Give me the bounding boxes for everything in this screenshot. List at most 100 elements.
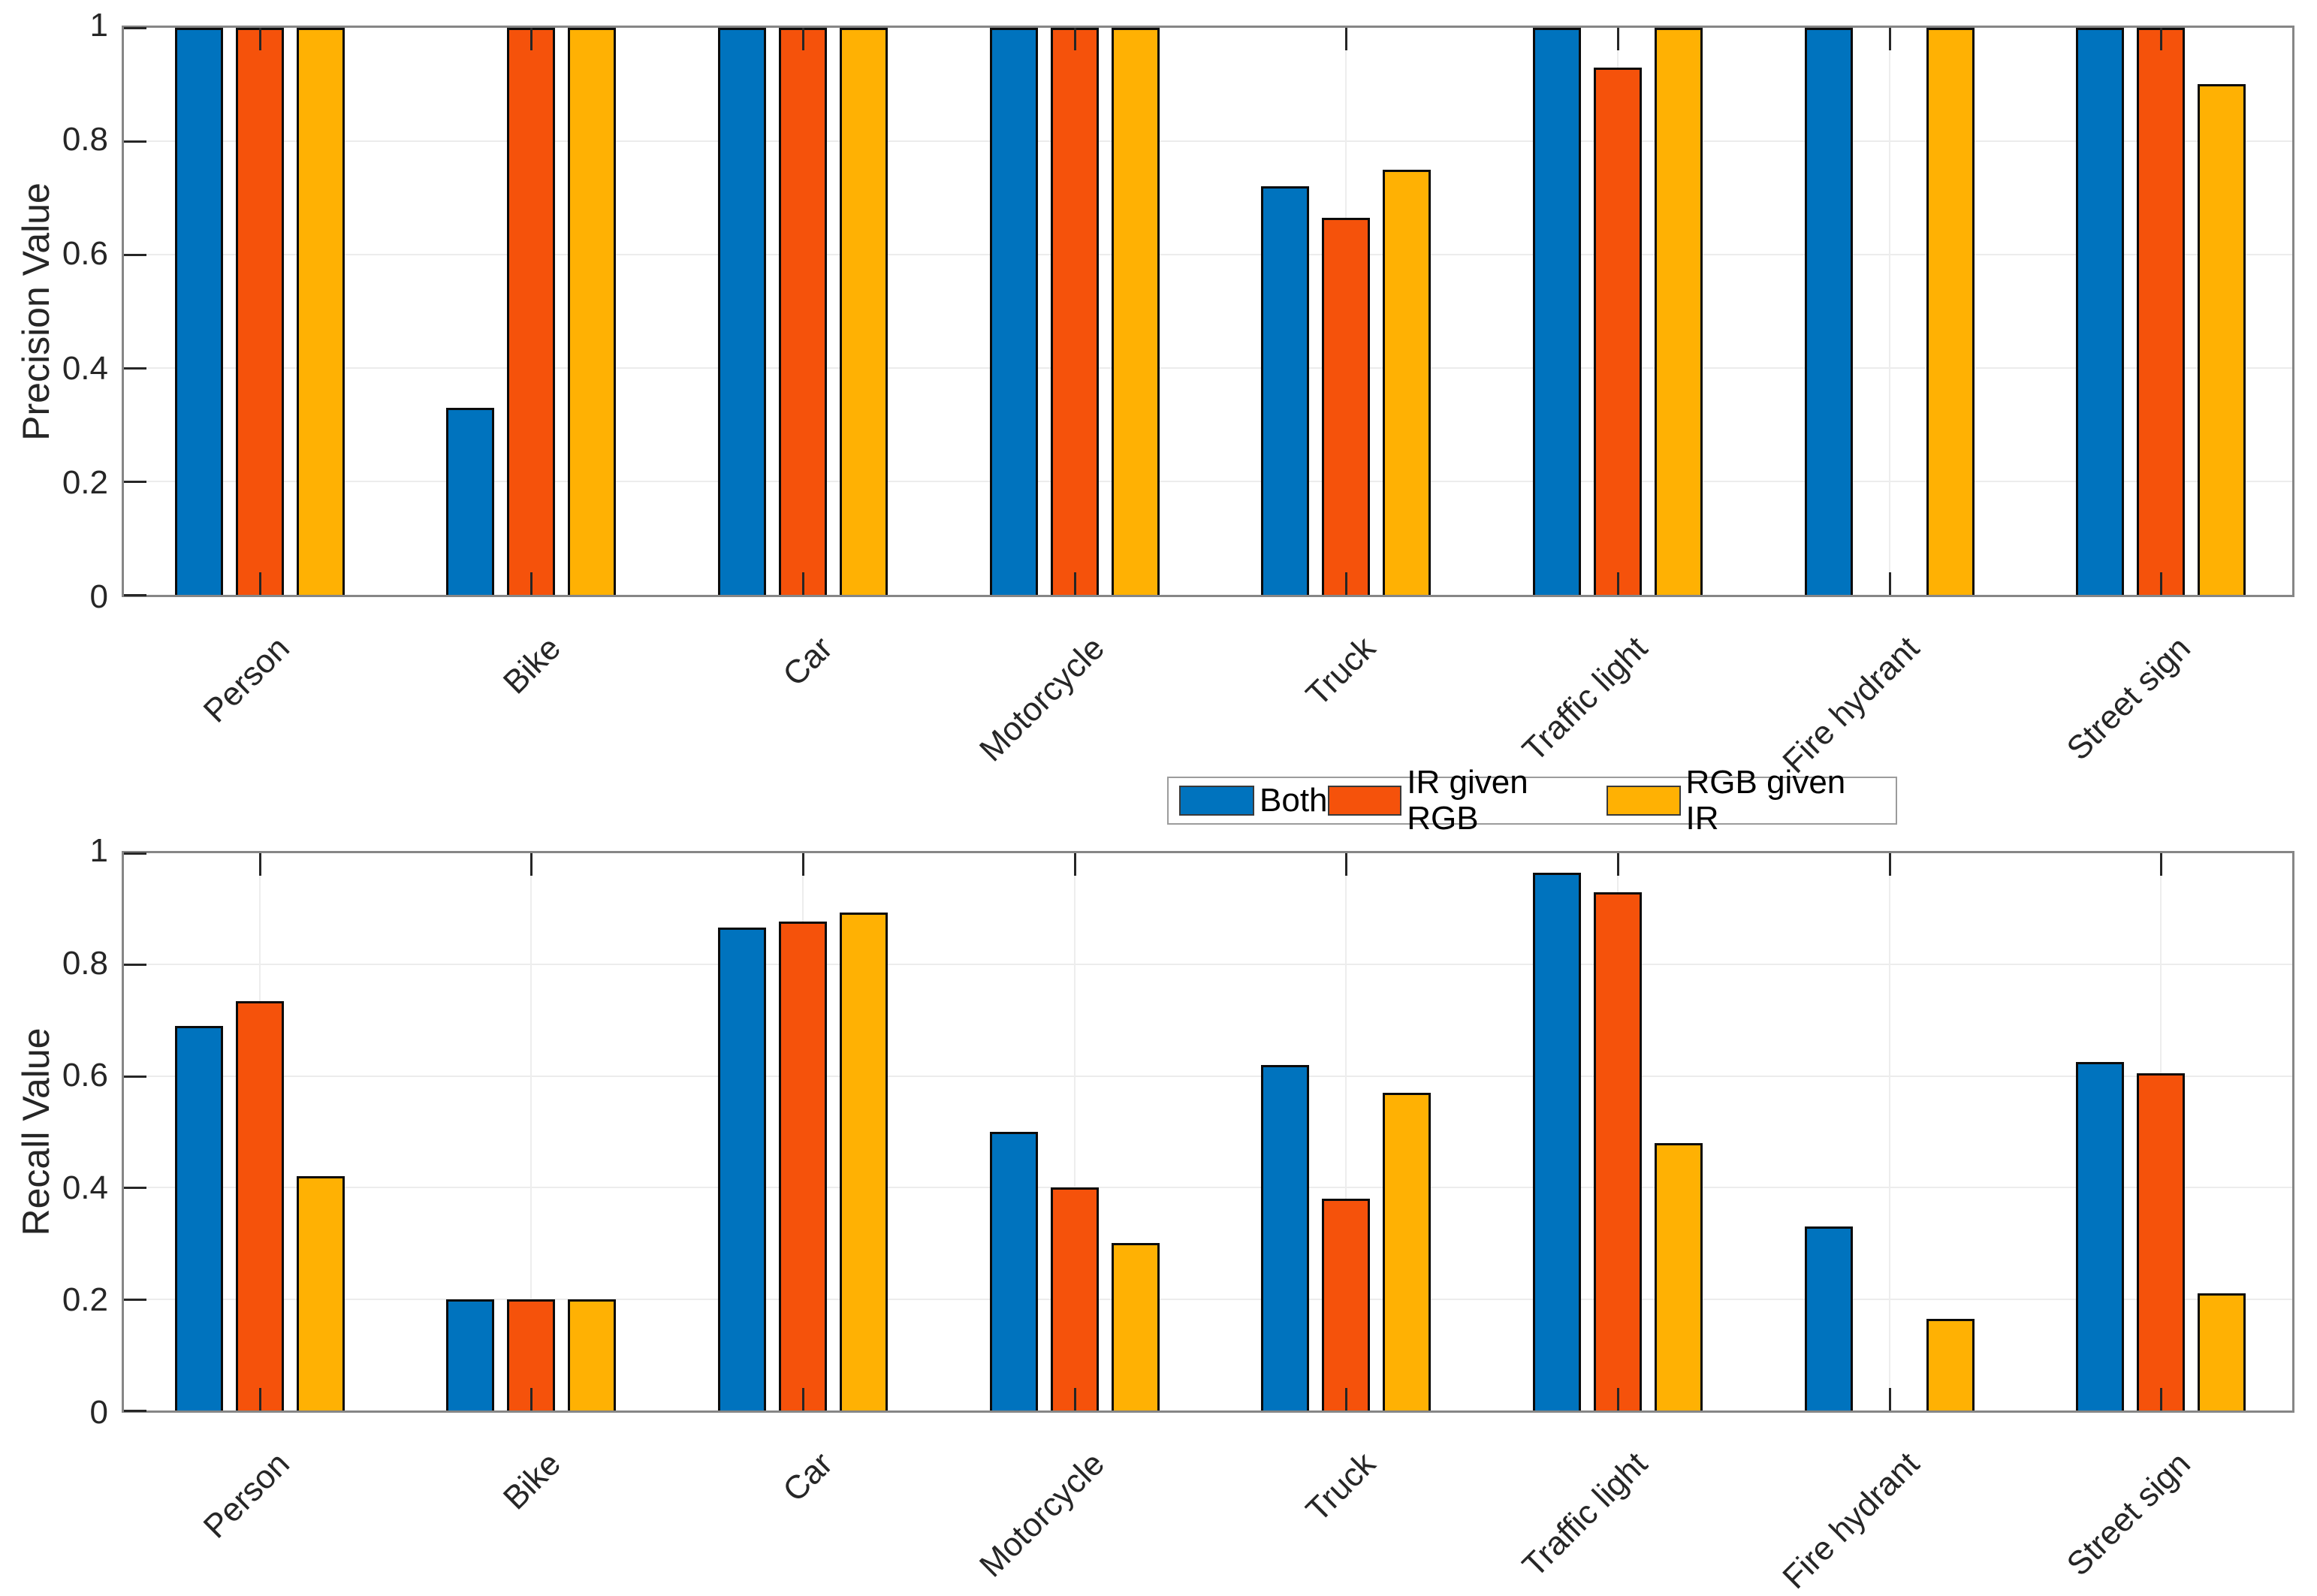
x-tick-top <box>259 28 261 50</box>
y-tick-left <box>124 367 146 370</box>
bar-ir-given-rgb-person <box>236 1001 284 1410</box>
bar-rgb-given-ir-bike <box>568 1299 616 1410</box>
bar-rgb-given-ir-person <box>297 1176 345 1410</box>
bar-both-traffic-light <box>1533 873 1581 1410</box>
x-tick-bottom <box>1345 572 1347 595</box>
x-tick-top <box>802 28 804 50</box>
y-tick-label-0: 0 <box>89 578 108 615</box>
bar-ir-given-rgb-truck <box>1322 218 1370 595</box>
x-tick-bottom <box>1889 1388 1891 1410</box>
gridline-horizontal <box>124 481 2292 482</box>
bar-both-fire-hydrant <box>1805 1226 1853 1410</box>
x-tick-label-truck: Truck <box>1299 629 1383 714</box>
legend: Both IR given RGB RGB given IR <box>1167 765 1897 837</box>
x-tick-label-fire-hydrant: Fire hydrant <box>1775 1445 1926 1596</box>
bar-both-person <box>175 28 223 595</box>
gridline-vertical <box>1074 853 1076 1410</box>
x-tick-top <box>530 853 532 876</box>
y-tick-left <box>124 254 146 256</box>
y-tick-left <box>124 140 146 143</box>
precision-axis-title: Precision Value <box>15 183 57 441</box>
x-tick-bottom <box>1074 572 1076 595</box>
bar-rgb-given-ir-truck <box>1383 170 1431 595</box>
legend-label-both: Both <box>1260 782 1328 819</box>
bar-rgb-given-ir-street-sign <box>2198 1293 2246 1410</box>
x-tick-bottom <box>1889 572 1891 595</box>
precision-value-plot-area <box>122 26 2294 597</box>
bar-rgb-given-ir-motorcycle <box>1112 1243 1160 1410</box>
x-tick-label-motorcycle: Motorcycle <box>972 1445 1112 1585</box>
x-tick-bottom <box>1617 1388 1619 1410</box>
bar-ir-given-rgb-street-sign <box>2137 1073 2185 1410</box>
y-tick-left <box>124 27 146 29</box>
x-tick-label-person: Person <box>196 1445 297 1546</box>
y-tick-label-0.4: 0.4 <box>62 1169 108 1206</box>
x-tick-top <box>1345 853 1347 876</box>
gridline-vertical <box>1345 853 1347 1410</box>
x-tick-top <box>2160 853 2162 876</box>
bar-rgb-given-ir-person <box>297 28 345 595</box>
bar-both-motorcycle <box>990 28 1038 595</box>
bar-both-truck <box>1261 1065 1309 1410</box>
x-tick-label-street-sign: Street sign <box>2059 1445 2198 1583</box>
y-tick-label-0.6: 0.6 <box>62 235 108 272</box>
bar-both-fire-hydrant <box>1805 28 1853 595</box>
gridline-horizontal <box>124 254 2292 255</box>
y-tick-label-1: 1 <box>89 832 108 869</box>
x-tick-bottom <box>2160 572 2162 595</box>
bar-rgb-given-ir-traffic-light <box>1655 28 1703 595</box>
bar-ir-given-rgb-street-sign <box>2137 28 2185 595</box>
bar-rgb-given-ir-car <box>840 28 888 595</box>
x-tick-bottom <box>530 572 532 595</box>
x-tick-top <box>1074 28 1076 50</box>
y-tick-label-0.6: 0.6 <box>62 1057 108 1094</box>
y-tick-label-0.2: 0.2 <box>62 464 108 501</box>
y-tick-left <box>124 481 146 483</box>
bar-both-street-sign <box>2076 28 2124 595</box>
x-tick-label-traffic-light: Traffic light <box>1515 1445 1655 1585</box>
bar-ir-given-rgb-motorcycle <box>1051 28 1099 595</box>
x-tick-top <box>1889 28 1891 50</box>
gridline-vertical <box>1889 28 1890 595</box>
bar-both-bike <box>446 408 494 595</box>
y-tick-label-0.8: 0.8 <box>62 121 108 158</box>
bar-rgb-given-ir-street-sign <box>2198 84 2246 595</box>
x-tick-top <box>1617 28 1619 50</box>
legend-item-ir-given-rgb: IR given RGB <box>1327 764 1607 837</box>
x-tick-bottom <box>1074 1388 1076 1410</box>
legend-label-ir-given-rgb: IR given RGB <box>1407 764 1528 837</box>
x-tick-bottom <box>1345 1388 1347 1410</box>
y-tick-left <box>124 1076 146 1078</box>
bar-rgb-given-ir-fire-hydrant <box>1926 28 1975 595</box>
gridline-horizontal <box>124 1299 2292 1300</box>
bar-both-car <box>718 928 766 1410</box>
gridline-vertical <box>1889 853 1890 1410</box>
legend-item-rgb-given-ir: RGB given IR <box>1606 765 1885 837</box>
bar-ir-given-rgb-car <box>779 922 827 1410</box>
y-tick-left <box>124 852 146 855</box>
x-tick-top <box>1345 28 1347 50</box>
y-tick-label-0.2: 0.2 <box>62 1281 108 1318</box>
bar-rgb-given-ir-car <box>840 913 888 1410</box>
gridline-horizontal <box>124 367 2292 369</box>
gridline-horizontal <box>124 1076 2292 1077</box>
bar-ir-given-rgb-car <box>779 28 827 595</box>
x-tick-bottom <box>802 572 804 595</box>
bar-both-bike <box>446 1299 494 1410</box>
x-tick-bottom <box>530 1388 532 1410</box>
y-tick-label-0.4: 0.4 <box>62 350 108 387</box>
bar-ir-given-rgb-bike <box>507 28 555 595</box>
legend-swatch-ir-given-rgb <box>1327 786 1402 816</box>
bar-both-motorcycle <box>990 1132 1038 1410</box>
x-tick-top <box>2160 28 2162 50</box>
x-tick-label-motorcycle: Motorcycle <box>972 629 1112 769</box>
x-tick-top <box>530 28 532 50</box>
x-tick-label-bike: Bike <box>496 629 568 701</box>
x-tick-label-fire-hydrant: Fire hydrant <box>1775 629 1926 780</box>
x-tick-top <box>1617 853 1619 876</box>
recall-value-plot-area <box>122 851 2294 1413</box>
bar-both-truck <box>1261 186 1309 595</box>
x-tick-bottom <box>2160 1388 2162 1410</box>
gridline-horizontal <box>124 964 2292 965</box>
x-tick-bottom <box>259 1388 261 1410</box>
